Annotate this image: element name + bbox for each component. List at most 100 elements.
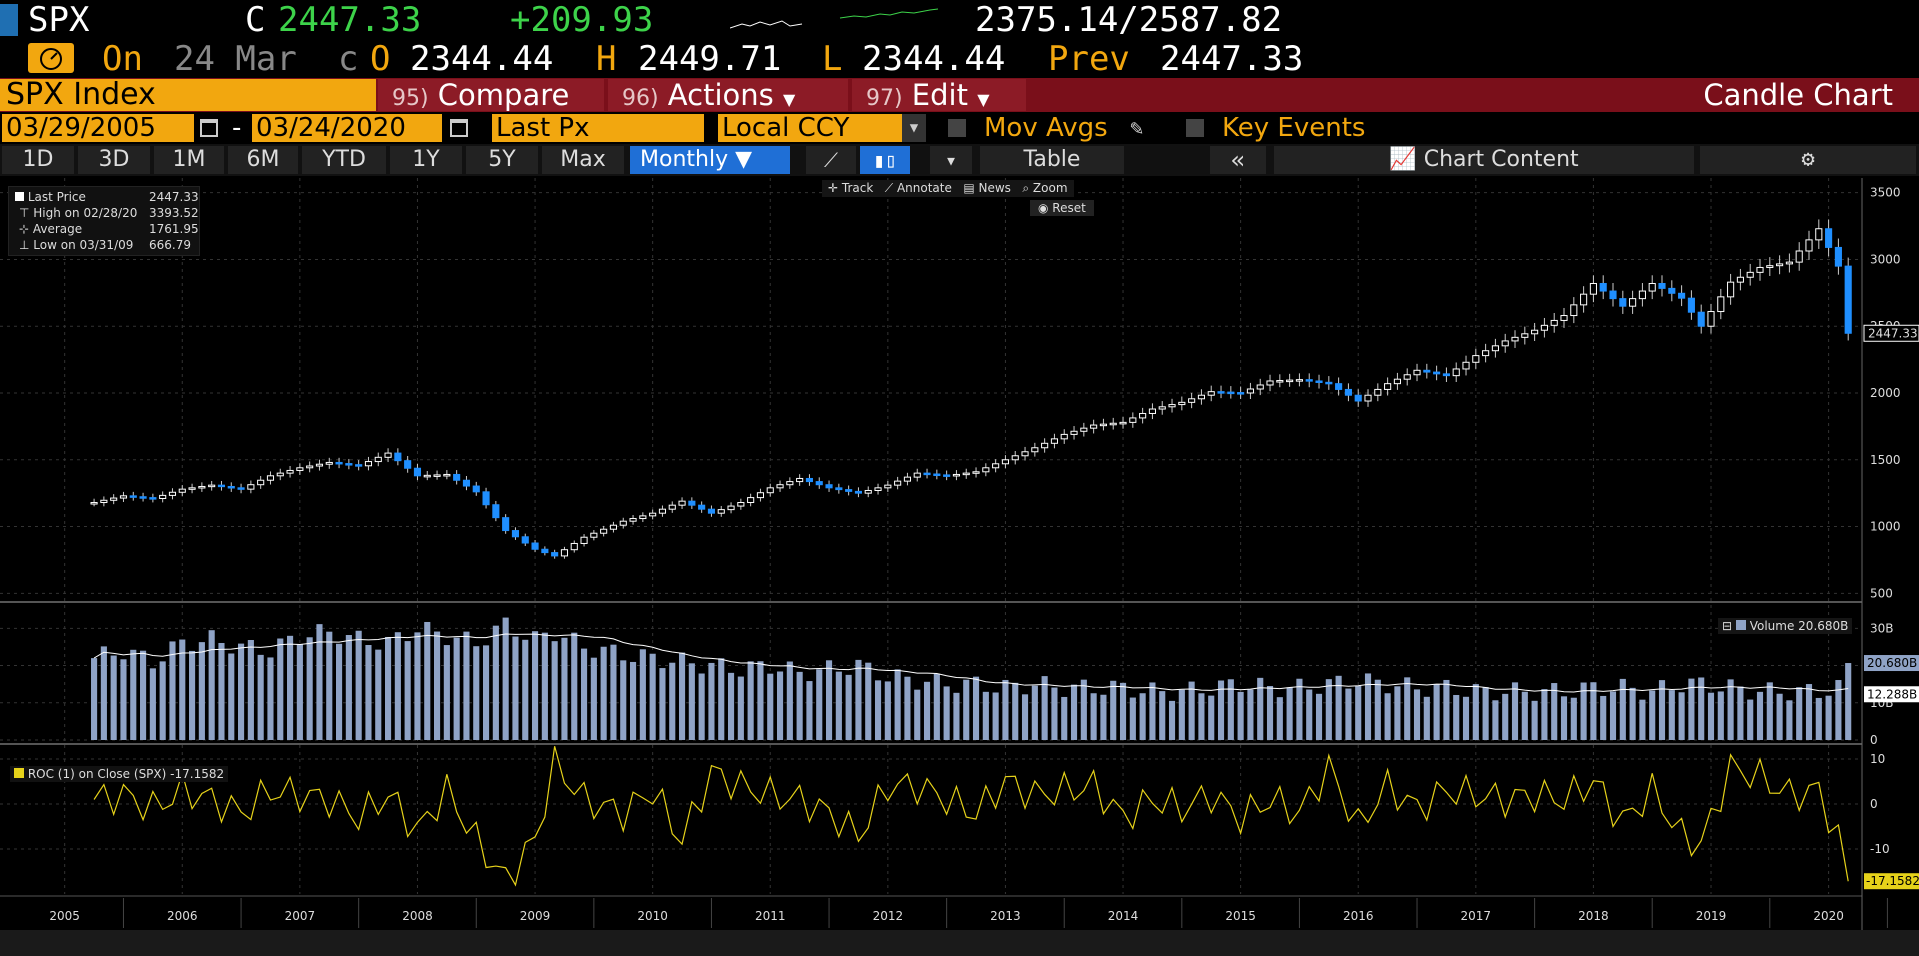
- candle-body: [1403, 374, 1411, 380]
- volume-bar: [1698, 677, 1705, 740]
- volume-bar: [1021, 694, 1029, 740]
- volume-bar: [943, 686, 950, 740]
- volume-bar: [336, 643, 343, 740]
- zoom-tool[interactable]: ⌕ Zoom: [1022, 181, 1068, 195]
- period-3d-button[interactable]: 3D: [78, 146, 150, 174]
- candle-body: [159, 494, 167, 500]
- last-price-tag-box: [1863, 324, 1919, 342]
- candle-body: [1570, 304, 1578, 317]
- field-select[interactable]: Last Px: [492, 114, 704, 142]
- volume-bar: [316, 624, 323, 740]
- volume-bar: [835, 671, 842, 740]
- calendar-icon[interactable]: [450, 119, 468, 137]
- year-tick-label: 2007: [285, 909, 316, 923]
- actions-button[interactable]: 96) Actions ▼: [608, 79, 848, 111]
- volume-bar: [1129, 697, 1136, 740]
- candle-body: [796, 477, 804, 483]
- annotate-tool[interactable]: ⟋ Annotate: [884, 181, 952, 195]
- candle-body: [149, 497, 157, 500]
- line-chart-icon[interactable]: ⟋: [806, 146, 856, 174]
- period-1d-button[interactable]: 1D: [2, 146, 74, 174]
- edit-button[interactable]: 97) Edit ▼: [852, 79, 1026, 111]
- end-date-input[interactable]: 03/24/2020: [252, 114, 442, 142]
- collapse-icon[interactable]: «: [1210, 146, 1266, 174]
- track-tool[interactable]: ✛ Track: [828, 181, 874, 195]
- currency-select[interactable]: Local CCY: [718, 114, 902, 142]
- speedometer-icon[interactable]: [28, 43, 74, 73]
- volume-bar: [923, 681, 931, 740]
- candle-body: [306, 465, 314, 469]
- chevron-down-icon[interactable]: ▾: [930, 146, 972, 174]
- candle-body: [737, 502, 745, 507]
- volume-bar: [825, 660, 833, 740]
- volume-bar: [218, 642, 225, 740]
- candle-body: [805, 477, 814, 483]
- compare-button[interactable]: 95) Compare: [378, 79, 604, 111]
- gear-icon[interactable]: ⚙: [1700, 146, 1916, 174]
- volume-bar: [1002, 679, 1009, 740]
- volume-bar: [1139, 693, 1146, 740]
- volume-bar: [620, 660, 627, 740]
- candle-body: [1129, 417, 1137, 423]
- candle-body: [257, 479, 265, 486]
- frequency-select[interactable]: Monthly ▼: [630, 146, 790, 174]
- start-date-input[interactable]: 03/29/2005: [2, 114, 194, 142]
- candle-body: [531, 542, 539, 550]
- key-events-checkbox[interactable]: [1186, 119, 1204, 137]
- edit-label: Edit: [911, 78, 968, 112]
- news-tool[interactable]: ▤ News: [963, 181, 1011, 195]
- candle-body: [482, 491, 490, 506]
- pencil-icon[interactable]: ✎: [1130, 116, 1144, 141]
- candle-body: [1393, 378, 1401, 385]
- volume-bar: [1756, 691, 1764, 740]
- mov-avgs-checkbox[interactable]: [948, 119, 966, 137]
- candle-body: [1178, 401, 1186, 406]
- candle-body: [208, 484, 216, 488]
- volume-bar: [247, 640, 254, 740]
- volume-bar: [1080, 679, 1087, 740]
- chart-content-label: Chart Content: [1423, 147, 1579, 172]
- volume-bar: [1609, 691, 1617, 740]
- candle-body: [1785, 261, 1793, 265]
- candle-body: [335, 461, 343, 465]
- candle-body: [992, 463, 1000, 469]
- volume-bar: [1090, 693, 1097, 740]
- chevron-down-icon[interactable]: ▼: [902, 114, 926, 142]
- year-tick-label: 2005: [49, 909, 80, 923]
- volume-bar: [590, 657, 597, 740]
- legend-low-value: 666.79: [149, 238, 191, 252]
- candle-body: [1462, 361, 1470, 370]
- period-5y-button[interactable]: 5Y: [466, 146, 538, 174]
- volume-bar: [992, 692, 999, 740]
- volume-bar: [1159, 691, 1166, 740]
- period-ytd-button[interactable]: YTD: [302, 146, 386, 174]
- volume-bar: [1590, 682, 1597, 740]
- period-1m-button[interactable]: 1M: [154, 146, 224, 174]
- candle-body: [1050, 438, 1058, 444]
- volume-bar: [1364, 673, 1372, 740]
- security-input[interactable]: SPX Index: [0, 79, 376, 111]
- volume-bar: [816, 669, 823, 740]
- period-max-button[interactable]: Max: [542, 146, 624, 174]
- year-tick-label: 2009: [520, 909, 551, 923]
- candle-body: [100, 499, 108, 504]
- candle-body: [345, 463, 353, 466]
- candle-body: [1648, 282, 1656, 292]
- volume-bar: [492, 625, 499, 740]
- candle-chart-icon[interactable]: ▮▯: [860, 146, 910, 174]
- period-1y-button[interactable]: 1Y: [390, 146, 462, 174]
- table-button[interactable]: Table: [980, 146, 1124, 174]
- candle-body: [217, 484, 226, 488]
- candle-body: [227, 485, 235, 489]
- year-tick-label: 2006: [167, 909, 198, 923]
- volume-bar: [1560, 696, 1568, 740]
- calendar-icon[interactable]: [200, 119, 218, 137]
- period-6m-button[interactable]: 6M: [228, 146, 298, 174]
- volume-bar: [1737, 686, 1744, 740]
- reset-button[interactable]: ◉ Reset: [1030, 200, 1094, 216]
- chart-content-button[interactable]: 📈 Chart Content: [1274, 146, 1694, 174]
- volume-bar: [1727, 679, 1734, 740]
- candle-body: [845, 489, 853, 492]
- candle-body: [1727, 281, 1735, 298]
- price-chart[interactable]: 2005 2006 2007 2008 2009 2010 2011 2012 2013 2014…: [0, 178, 1919, 930]
